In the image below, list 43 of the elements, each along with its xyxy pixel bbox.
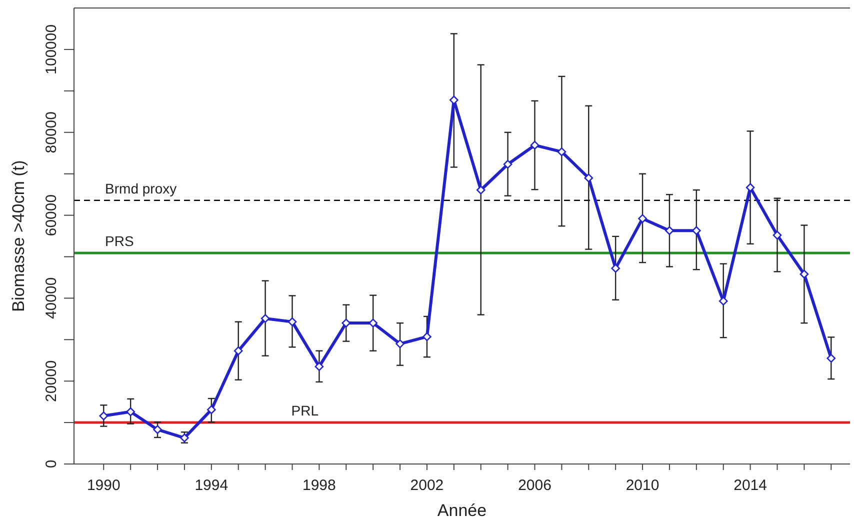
point <box>772 230 782 240</box>
y-tick-label: 20000 <box>43 360 60 402</box>
x-tick-label: 2014 <box>734 477 767 494</box>
point <box>396 339 404 348</box>
x-tick-label: 2002 <box>410 477 444 494</box>
ref-line-label: Brmd proxy <box>105 180 177 196</box>
y-tick-label: 80000 <box>43 112 60 154</box>
point <box>503 160 512 169</box>
y-tick-label: 60000 <box>43 194 60 236</box>
point <box>234 346 243 356</box>
x-tick-label: 2006 <box>518 477 552 494</box>
point <box>530 140 540 150</box>
point <box>665 226 674 236</box>
point <box>99 412 108 420</box>
point <box>800 270 809 279</box>
x-tick-label: 2010 <box>626 477 660 494</box>
point <box>368 318 378 328</box>
point <box>557 147 566 156</box>
point <box>826 354 836 363</box>
x-tick-label: 1998 <box>302 477 336 494</box>
point <box>422 332 432 342</box>
point <box>638 214 647 223</box>
point <box>207 405 216 414</box>
y-tick-label: 0 <box>43 460 60 468</box>
point <box>126 407 135 416</box>
x-tick-label: 1990 <box>86 477 120 494</box>
point <box>692 226 701 236</box>
y-tick-label: 40000 <box>43 277 60 320</box>
point <box>314 362 324 371</box>
point <box>746 183 755 192</box>
y-tick-label: 100000 <box>43 24 60 74</box>
ref-line-label: PRL <box>291 402 319 419</box>
point <box>153 425 162 434</box>
point <box>180 433 189 442</box>
point <box>476 186 486 194</box>
point <box>288 317 297 326</box>
x-axis-title: Année <box>437 501 487 520</box>
point <box>260 314 270 323</box>
point <box>611 264 620 273</box>
y-axis-title: Biomasse >40cm (t) <box>9 160 28 312</box>
x-tick-label: 1994 <box>194 477 228 494</box>
ref-line-label: PRS <box>105 232 134 249</box>
point <box>584 174 594 182</box>
